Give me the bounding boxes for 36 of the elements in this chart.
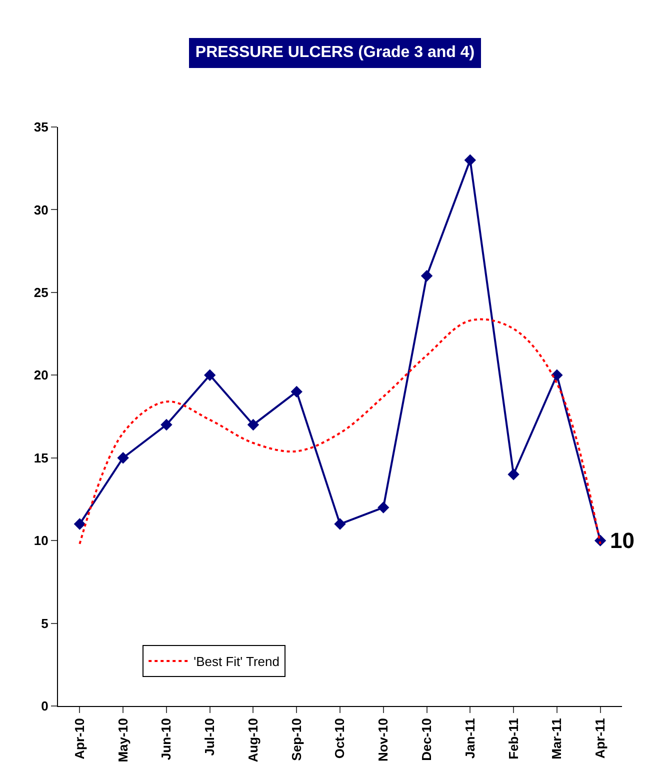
y-tick-label: 30 xyxy=(34,202,48,218)
x-tick-label: Jul-10 xyxy=(202,718,218,756)
x-tick-label: Feb-11 xyxy=(506,718,521,760)
y-tick-label: 20 xyxy=(34,368,48,383)
x-tick-label: Jun-10 xyxy=(158,718,174,760)
x-tick-label: Apr-11 xyxy=(592,718,608,759)
point xyxy=(247,418,260,431)
x-tick-label: Dec-10 xyxy=(418,718,434,761)
y-tick-label: 10 xyxy=(34,533,48,548)
y-tick-label: 15 xyxy=(34,450,48,466)
chart-title: PRESSURE ULCERS (Grade 3 and 4) xyxy=(189,38,481,68)
point xyxy=(551,369,563,381)
point xyxy=(508,468,520,480)
y-tick-label: 5 xyxy=(41,616,48,631)
point xyxy=(204,369,216,381)
x-tick-label: Apr-10 xyxy=(72,718,87,760)
x-tick-label: Oct-10 xyxy=(332,718,348,759)
legend-label: 'Best Fit' Trend xyxy=(194,654,280,670)
x-tick-label: Mar-11 xyxy=(549,718,564,760)
y-tick-label: 25 xyxy=(34,284,48,300)
x-tick-label: Jan-11 xyxy=(462,718,478,759)
x-tick-label: Aug-10 xyxy=(245,718,260,762)
point xyxy=(334,518,346,530)
x-tick-label: May-10 xyxy=(115,718,130,762)
point xyxy=(117,452,129,464)
point xyxy=(74,518,86,530)
x-tick-label: Nov-10 xyxy=(376,718,391,762)
point xyxy=(420,270,433,282)
point xyxy=(290,386,302,398)
x-tick-label: Sep-10 xyxy=(288,718,304,761)
y-tick-label: 0 xyxy=(41,698,48,714)
point xyxy=(464,154,476,166)
point xyxy=(160,418,172,431)
y-tick-label: 35 xyxy=(34,120,48,135)
annotation: 10 xyxy=(610,528,634,553)
point xyxy=(378,502,390,514)
